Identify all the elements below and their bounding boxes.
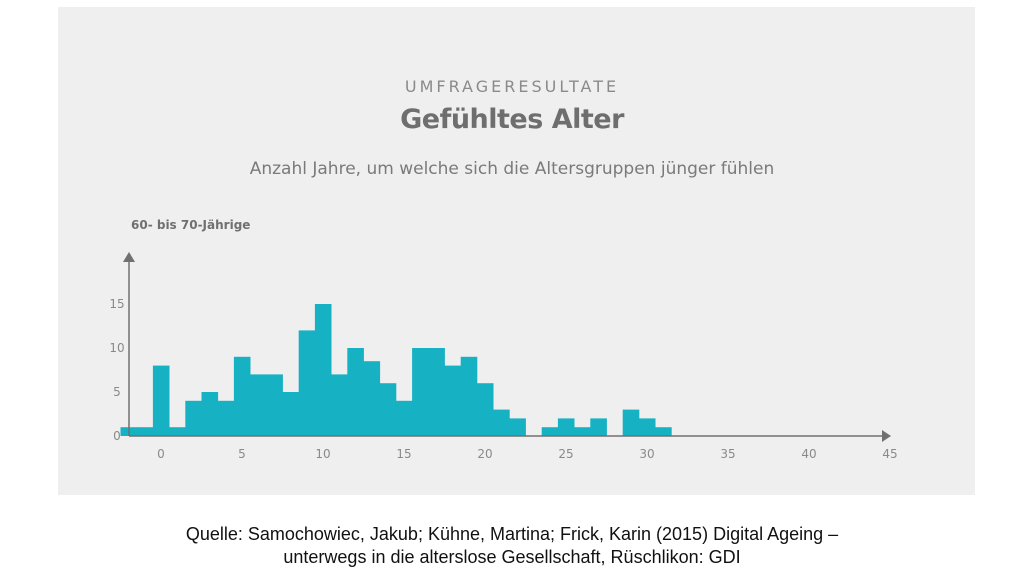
bar-19 — [428, 348, 445, 436]
y-tick-label-3: 15 — [109, 297, 124, 311]
bar-1 — [136, 427, 154, 436]
y-tick-labels: 0 5 10 15 — [109, 297, 124, 443]
x-tick-label-5: 25 — [558, 447, 573, 461]
y-tick-label-2: 10 — [109, 341, 124, 355]
bar-17 — [395, 400, 413, 436]
chart-title: Gefühltes Alter — [400, 104, 624, 135]
y-axis-arrow-icon — [123, 252, 135, 262]
bar-30 — [638, 418, 656, 436]
x-tick-label-0: 0 — [157, 447, 165, 461]
x-tick-label-2: 10 — [315, 447, 330, 461]
bar-7 — [233, 356, 251, 436]
chart-kicker: UMFRAGERESULTATE — [404, 77, 620, 96]
bar-8 — [250, 374, 267, 436]
bar-6 — [217, 400, 235, 436]
bar-11 — [298, 330, 316, 436]
bar-2 — [152, 365, 170, 436]
bar-18 — [412, 348, 429, 436]
bars-group — [120, 304, 672, 436]
bar-9 — [266, 374, 283, 436]
bar-29 — [622, 409, 640, 436]
bar-25 — [541, 427, 559, 436]
bar-28 — [590, 418, 607, 436]
source-line-1: Quelle: Samochowiec, Jakub; Kühne, Marti… — [185, 524, 839, 544]
bar-12 — [314, 304, 332, 436]
chart-subtitle: Anzahl Jahre, um welche sich die Altersg… — [249, 159, 775, 179]
bar-22 — [476, 383, 494, 436]
x-tick-labels: 0 5 10 15 20 25 30 35 40 45 — [157, 447, 897, 461]
bar-31 — [655, 427, 672, 436]
bar-5 — [201, 392, 219, 436]
x-tick-label-9: 45 — [882, 447, 897, 461]
bar-13 — [331, 374, 348, 436]
bar-27 — [574, 427, 591, 436]
y-tick-label-0: 0 — [113, 429, 121, 443]
series-label: 60- bis 70-Jährige — [131, 218, 251, 232]
bar-26 — [557, 418, 575, 436]
bar-15 — [363, 361, 381, 436]
x-tick-label-1: 5 — [238, 447, 246, 461]
bar-3 — [169, 427, 186, 436]
bar-14 — [347, 348, 364, 436]
bar-24 — [509, 418, 526, 436]
source-citation: Quelle: Samochowiec, Jakub; Kühne, Marti… — [0, 523, 1024, 569]
bar-21 — [460, 356, 478, 436]
x-tick-label-3: 15 — [396, 447, 411, 461]
bar-10 — [282, 392, 300, 436]
y-tick-label-1: 5 — [113, 385, 121, 399]
bar-4 — [185, 400, 202, 436]
bar-20 — [444, 365, 462, 436]
x-tick-label-6: 30 — [639, 447, 654, 461]
x-tick-label-4: 20 — [477, 447, 492, 461]
bar-23 — [493, 409, 510, 436]
x-tick-label-8: 40 — [801, 447, 816, 461]
bar-16 — [379, 383, 397, 436]
x-tick-label-7: 35 — [720, 447, 735, 461]
source-line-2: unterwegs in die alterslose Gesellschaft… — [283, 547, 741, 567]
x-axis-arrow-icon — [882, 430, 891, 442]
